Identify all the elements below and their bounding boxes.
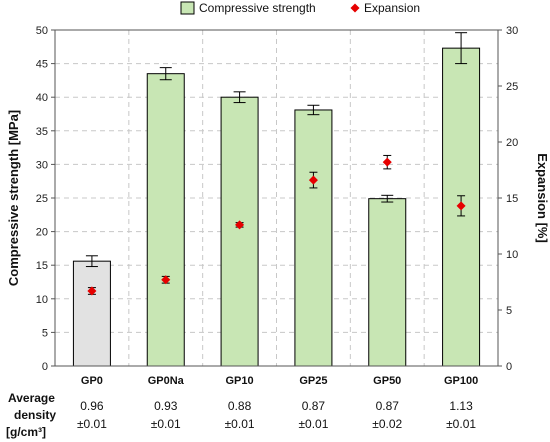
expansion-point-gp50 [382, 157, 392, 167]
legend: Compressive strength Expansion [180, 1, 420, 15]
y-tick-label: 30 [36, 159, 48, 171]
density-values: 0.96 ±0.01 0.93 ±0.01 0.88 ±0.01 0.87 ±0.01 0.87… [77, 399, 476, 431]
y2-tick-label: 10 [506, 249, 518, 261]
bar-gp0 [72, 260, 111, 367]
y2-tick-label: 20 [506, 137, 518, 149]
y2-axis-ticks: 0 5 10 15 20 25 30 [498, 25, 518, 373]
bars [72, 32, 481, 367]
y2-tick-label: 15 [506, 193, 518, 205]
density-value: 0.88 [228, 399, 252, 413]
legend-swatch-compressive-strength [180, 1, 195, 15]
density-error: ±0.02 [372, 417, 402, 431]
legend-marker-expansion [350, 3, 360, 13]
density-value: 0.96 [80, 399, 104, 413]
y2-axis-title: Expansion [%] [535, 153, 550, 243]
density-header-line-1: Average [8, 391, 55, 405]
y-tick-label: 5 [42, 327, 48, 339]
density-error: ±0.01 [225, 417, 255, 431]
gridlines [55, 30, 498, 366]
y-tick-label: 45 [36, 59, 48, 71]
bar-gp0na [146, 73, 185, 367]
density-error: ±0.01 [446, 417, 476, 431]
y2-tick-label: 0 [506, 361, 512, 373]
density-value: 0.93 [154, 399, 178, 413]
legend-label-compressive-strength: Compressive strength [199, 1, 316, 15]
x-axis-categories: GP0 GP0Na GP10 GP25 GP50 GP100 [81, 375, 478, 387]
bar-gp10 [220, 96, 259, 367]
x-category-label: GP50 [373, 375, 401, 387]
x-category-label: GP25 [299, 375, 327, 387]
density-value: 0.87 [302, 399, 326, 413]
density-value: 0.87 [376, 399, 400, 413]
x-category-label: GP100 [444, 375, 478, 387]
y-tick-label: 10 [36, 294, 48, 306]
x-category-label: GP0Na [148, 375, 185, 387]
y2-tick-label: 25 [506, 81, 518, 93]
x-category-label: GP0 [81, 375, 103, 387]
legend-label-expansion: Expansion [364, 1, 420, 15]
density-value: 1.13 [449, 399, 473, 413]
expansion-point-gp10 [235, 220, 245, 230]
y-tick-label: 40 [36, 92, 48, 104]
y-tick-label: 25 [36, 193, 48, 205]
y-tick-label: 15 [36, 260, 48, 272]
y-axis-ticks: 0 5 10 15 20 25 30 35 40 45 50 [36, 25, 55, 373]
y-axis-title: Compressive strength [MPa] [6, 110, 21, 286]
y-tick-label: 20 [36, 227, 48, 239]
bar-gp50 [368, 198, 407, 367]
y2-tick-label: 30 [506, 25, 518, 37]
density-header-line-3: [g/cm³] [6, 425, 46, 439]
y-tick-label: 0 [42, 361, 48, 373]
density-header-line-2: density [14, 408, 56, 422]
density-error: ±0.01 [298, 417, 328, 431]
x-category-label: GP10 [226, 375, 254, 387]
density-error: ±0.01 [151, 417, 181, 431]
density-error: ±0.01 [77, 417, 107, 431]
bar-gp25 [294, 109, 333, 367]
y2-tick-label: 5 [506, 305, 512, 317]
y-tick-label: 50 [36, 25, 48, 37]
y-tick-label: 35 [36, 126, 48, 138]
